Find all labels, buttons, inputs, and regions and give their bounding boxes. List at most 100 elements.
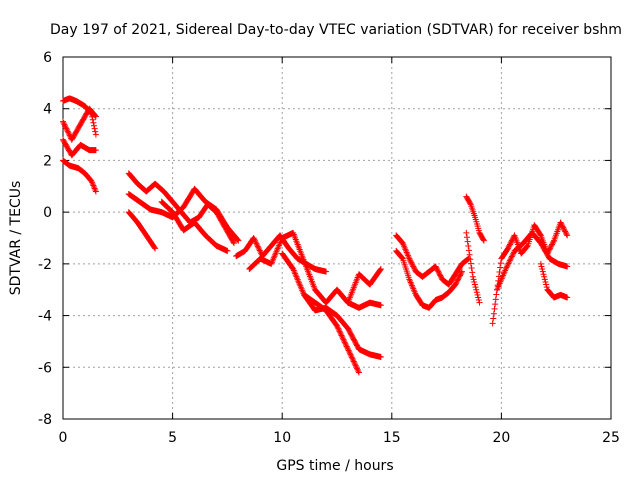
data-point-marker xyxy=(341,337,348,344)
data-point-marker xyxy=(346,348,353,355)
data-point-marker xyxy=(464,256,471,263)
data-point-marker xyxy=(407,258,414,265)
data-point-marker xyxy=(352,362,359,369)
data-point-marker xyxy=(541,273,548,280)
data-point-marker xyxy=(506,259,513,266)
data-point-marker xyxy=(251,236,258,243)
data-point-marker xyxy=(454,276,461,283)
data-point-marker xyxy=(89,179,96,186)
data-point-marker xyxy=(561,227,568,234)
data-point-marker xyxy=(256,247,263,254)
y-tick-label: 6 xyxy=(43,50,52,66)
data-point-marker xyxy=(350,358,357,365)
data-point-marker xyxy=(354,366,361,373)
data-point-marker xyxy=(342,340,349,347)
data-point-marker xyxy=(564,232,571,239)
data-point-marker xyxy=(476,299,483,306)
data-point-marker xyxy=(466,251,473,258)
data-point-marker xyxy=(454,277,461,284)
data-point-marker xyxy=(355,368,362,375)
data-point-marker xyxy=(559,223,566,230)
data-point-marker xyxy=(473,286,480,293)
data-point-marker xyxy=(550,238,557,245)
data-point-marker xyxy=(339,333,346,340)
data-point-marker xyxy=(547,244,554,251)
data-point-marker xyxy=(343,343,350,350)
data-point-marker xyxy=(60,118,66,125)
data-point-marker xyxy=(492,296,499,303)
data-point-marker xyxy=(353,363,360,370)
data-point-marker xyxy=(337,331,344,338)
data-point-marker xyxy=(339,335,346,342)
data-point-marker xyxy=(92,147,99,154)
data-point-marker xyxy=(92,188,99,195)
data-point-marker xyxy=(453,278,460,285)
data-point-marker xyxy=(89,116,96,123)
data-point-marker xyxy=(338,332,345,339)
data-point-marker xyxy=(89,181,96,188)
data-point-marker xyxy=(410,263,417,270)
data-point-marker xyxy=(475,297,482,304)
data-point-marker xyxy=(458,269,465,276)
data-point-marker xyxy=(334,324,341,331)
x-tick-label: 15 xyxy=(383,430,401,446)
plot-frame xyxy=(62,56,612,420)
data-point-marker xyxy=(467,200,474,207)
data-point-marker xyxy=(489,320,496,327)
data-point-marker xyxy=(335,327,342,334)
data-point-marker xyxy=(62,122,69,129)
data-point-marker xyxy=(506,241,513,248)
data-point-marker xyxy=(506,242,513,249)
data-point-marker xyxy=(64,128,71,135)
data-point-marker xyxy=(66,132,73,139)
data-point-marker xyxy=(469,273,476,280)
data-point-marker xyxy=(538,263,545,270)
data-point-marker xyxy=(562,229,569,236)
chart-title: Day 197 of 2021, Sidereal Day-to-day VTE… xyxy=(50,22,622,38)
data-point-marker xyxy=(547,245,554,252)
data-point-marker xyxy=(433,264,440,271)
y-tick-label: -8 xyxy=(38,412,52,428)
data-point-marker xyxy=(471,278,478,285)
data-point-marker xyxy=(505,260,512,267)
data-point-marker xyxy=(563,231,570,238)
data-point-marker xyxy=(91,184,98,191)
data-point-marker xyxy=(409,262,416,269)
data-point-marker xyxy=(435,269,442,276)
y-tick-label: -4 xyxy=(38,309,52,325)
data-point-marker xyxy=(352,361,359,368)
data-point-marker xyxy=(335,325,342,332)
data-point-marker xyxy=(558,222,565,229)
data-point-marker xyxy=(458,268,465,275)
data-point-marker xyxy=(465,247,472,254)
data-point-marker xyxy=(252,239,259,246)
x-tick-label: 10 xyxy=(273,430,291,446)
data-point-marker xyxy=(543,281,550,288)
data-point-marker xyxy=(347,351,354,358)
data-point-marker xyxy=(348,354,355,361)
data-point-marker xyxy=(433,266,440,273)
data-point-marker xyxy=(92,128,99,135)
data-point-marker xyxy=(399,254,406,261)
data-point-marker xyxy=(491,305,498,312)
series-track16 xyxy=(463,193,487,244)
data-point-marker xyxy=(492,301,499,308)
data-point-marker xyxy=(91,125,98,132)
data-point-marker xyxy=(254,241,261,248)
data-point-marker xyxy=(90,182,97,189)
data-point-marker xyxy=(464,238,471,245)
series-track14 xyxy=(393,232,472,288)
data-point-marker xyxy=(510,250,517,257)
data-point-marker xyxy=(337,329,344,336)
x-tick-label: 0 xyxy=(59,430,68,446)
data-point-marker xyxy=(235,237,242,244)
data-point-marker xyxy=(66,131,73,138)
data-point-marker xyxy=(377,302,384,309)
data-point-marker xyxy=(508,253,515,260)
data-point-marker xyxy=(546,246,553,253)
data-point-marker xyxy=(255,244,262,251)
data-point-marker xyxy=(350,357,357,364)
data-point-marker xyxy=(470,276,477,283)
data-point-marker xyxy=(91,122,98,129)
data-point-marker xyxy=(508,254,515,261)
